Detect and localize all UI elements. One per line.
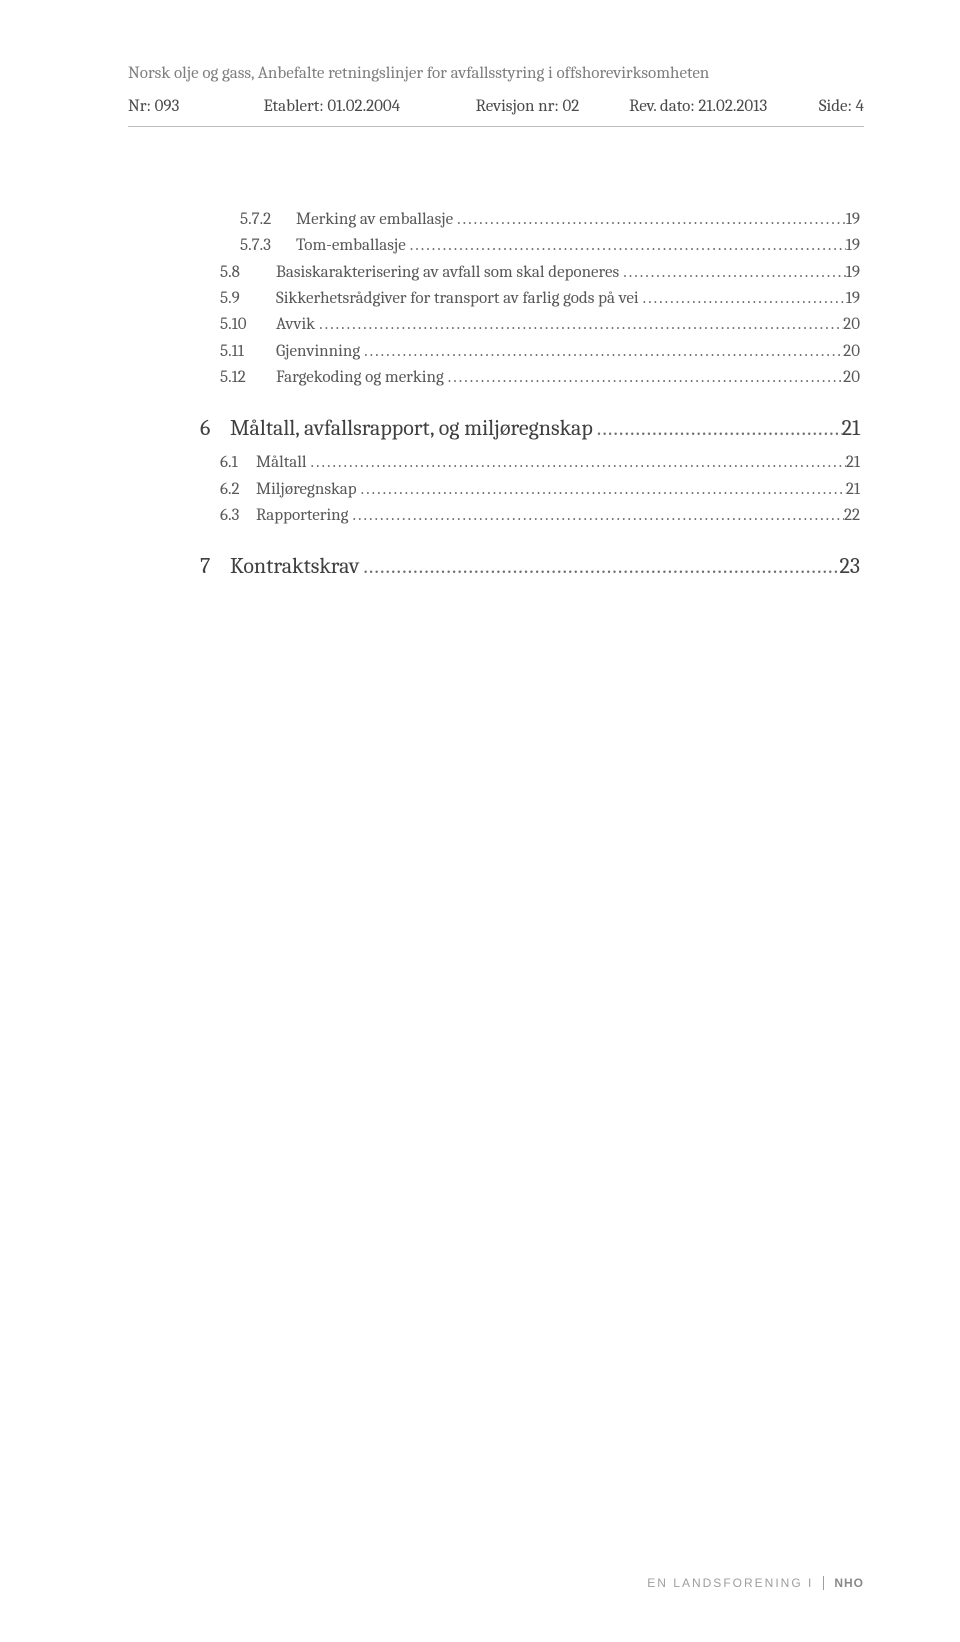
meta-etablert: Etablert: 01.02.2004 bbox=[263, 97, 475, 116]
meta-nr-value: 093 bbox=[155, 97, 180, 116]
footer-separator-icon bbox=[823, 1576, 824, 1590]
toc-entry: 5.7.3 Tom-emballasje 19 bbox=[200, 233, 860, 259]
meta-etablert-value: 01.02.2004 bbox=[327, 97, 400, 116]
toc-num: 5.7.3 bbox=[200, 233, 296, 259]
toc-label: Miljøregnskap bbox=[256, 477, 357, 503]
document-meta-row: Nr: 093 Etablert: 01.02.2004 Revisjon nr… bbox=[128, 97, 864, 116]
toc-leader bbox=[639, 286, 846, 312]
toc-num: 6.3 bbox=[200, 503, 256, 529]
toc-leader bbox=[348, 503, 843, 529]
toc-page: 21 bbox=[846, 450, 860, 476]
toc-chapter: 7 Kontraktskrav 23 bbox=[200, 551, 860, 582]
meta-revdato: Rev. dato: 21.02.2013 bbox=[629, 97, 819, 116]
toc-label: Avvik bbox=[276, 312, 315, 338]
toc-label: Basiskarakterisering av avfall som skal … bbox=[276, 260, 619, 286]
toc-page: 20 bbox=[843, 339, 860, 365]
toc-label: Kontraktskrav bbox=[230, 551, 359, 582]
meta-revisjon-label: Revisjon nr: bbox=[476, 97, 563, 116]
toc-label: Måltall bbox=[256, 450, 306, 476]
toc-label: Sikkerhetsrådgiver for transport av farl… bbox=[276, 286, 639, 312]
toc-leader bbox=[357, 477, 846, 503]
running-head: Norsk olje og gass, Anbefalte retningsli… bbox=[128, 64, 864, 83]
toc-entry: 5.7.2 Merking av emballasje 19 bbox=[200, 207, 860, 233]
toc-entry: 5.10 Avvik 20 bbox=[200, 312, 860, 338]
toc-entry: 6.1 Måltall 21 bbox=[200, 450, 860, 476]
toc-leader bbox=[406, 233, 846, 259]
meta-nr: Nr: 093 bbox=[128, 97, 263, 116]
footer-text: EN LANDSFORENING I bbox=[647, 1576, 813, 1590]
meta-revisjon: Revisjon nr: 02 bbox=[476, 97, 630, 116]
meta-etablert-label: Etablert: bbox=[263, 97, 327, 116]
toc-page: 23 bbox=[839, 551, 860, 582]
toc-page: 22 bbox=[844, 503, 860, 529]
meta-nr-label: Nr: bbox=[128, 97, 155, 116]
toc-page: 19 bbox=[846, 260, 860, 286]
toc-leader bbox=[306, 450, 845, 476]
toc-page: 20 bbox=[843, 312, 860, 338]
meta-revdato-value: 21.02.2013 bbox=[698, 97, 767, 116]
toc-num: 5.11 bbox=[200, 339, 276, 365]
toc-num: 6.2 bbox=[200, 477, 256, 503]
toc-leader bbox=[444, 365, 843, 391]
toc-chapter: 6 Måltall, avfallsrapport, og miljøregns… bbox=[200, 413, 860, 444]
meta-side-value: 4 bbox=[856, 97, 864, 116]
toc-page: 21 bbox=[842, 413, 860, 444]
toc-label: Merking av emballasje bbox=[296, 207, 453, 233]
toc-num: 5.8 bbox=[200, 260, 276, 286]
toc-num: 5.12 bbox=[200, 365, 276, 391]
toc-leader bbox=[360, 339, 843, 365]
header-rule bbox=[128, 126, 864, 127]
document-page: Norsk olje og gass, Anbefalte retningsli… bbox=[0, 0, 960, 1642]
meta-side: Side: 4 bbox=[819, 97, 864, 116]
meta-revisjon-value: 02 bbox=[562, 97, 579, 116]
toc-leader bbox=[453, 207, 846, 233]
toc-entry: 5.9 Sikkerhetsrådgiver for transport av … bbox=[200, 286, 860, 312]
toc-num: 6.1 bbox=[200, 450, 256, 476]
toc-label: Rapportering bbox=[256, 503, 348, 529]
toc-entry: 6.3 Rapportering 22 bbox=[200, 503, 860, 529]
toc-page: 21 bbox=[846, 477, 860, 503]
toc-entry: 5.8 Basiskarakterisering av avfall som s… bbox=[200, 260, 860, 286]
toc-label: Fargekoding og merking bbox=[276, 365, 444, 391]
toc-leader bbox=[593, 413, 842, 444]
footer-org: NHO bbox=[834, 1576, 864, 1590]
toc-page: 20 bbox=[843, 365, 860, 391]
toc-entry: 5.12 Fargekoding og merking 20 bbox=[200, 365, 860, 391]
toc-num: 6 bbox=[200, 413, 230, 444]
toc-entry: 5.11 Gjenvinning 20 bbox=[200, 339, 860, 365]
table-of-contents: 5.7.2 Merking av emballasje 19 5.7.3 Tom… bbox=[200, 207, 864, 582]
toc-num: 5.10 bbox=[200, 312, 276, 338]
toc-leader bbox=[359, 551, 839, 582]
footer-logo: EN LANDSFORENING I NHO bbox=[647, 1576, 864, 1590]
meta-side-label: Side: bbox=[819, 97, 856, 116]
toc-page: 19 bbox=[846, 233, 860, 259]
meta-revdato-label: Rev. dato: bbox=[629, 97, 698, 116]
toc-num: 5.9 bbox=[200, 286, 276, 312]
toc-label: Tom-emballasje bbox=[296, 233, 406, 259]
toc-leader bbox=[619, 260, 846, 286]
toc-num: 7 bbox=[200, 551, 230, 582]
toc-entry: 6.2 Miljøregnskap 21 bbox=[200, 477, 860, 503]
toc-label: Måltall, avfallsrapport, og miljøregnska… bbox=[230, 413, 593, 444]
toc-num: 5.7.2 bbox=[200, 207, 296, 233]
toc-page: 19 bbox=[846, 286, 860, 312]
toc-label: Gjenvinning bbox=[276, 339, 360, 365]
toc-leader bbox=[315, 312, 843, 338]
toc-page: 19 bbox=[846, 207, 860, 233]
